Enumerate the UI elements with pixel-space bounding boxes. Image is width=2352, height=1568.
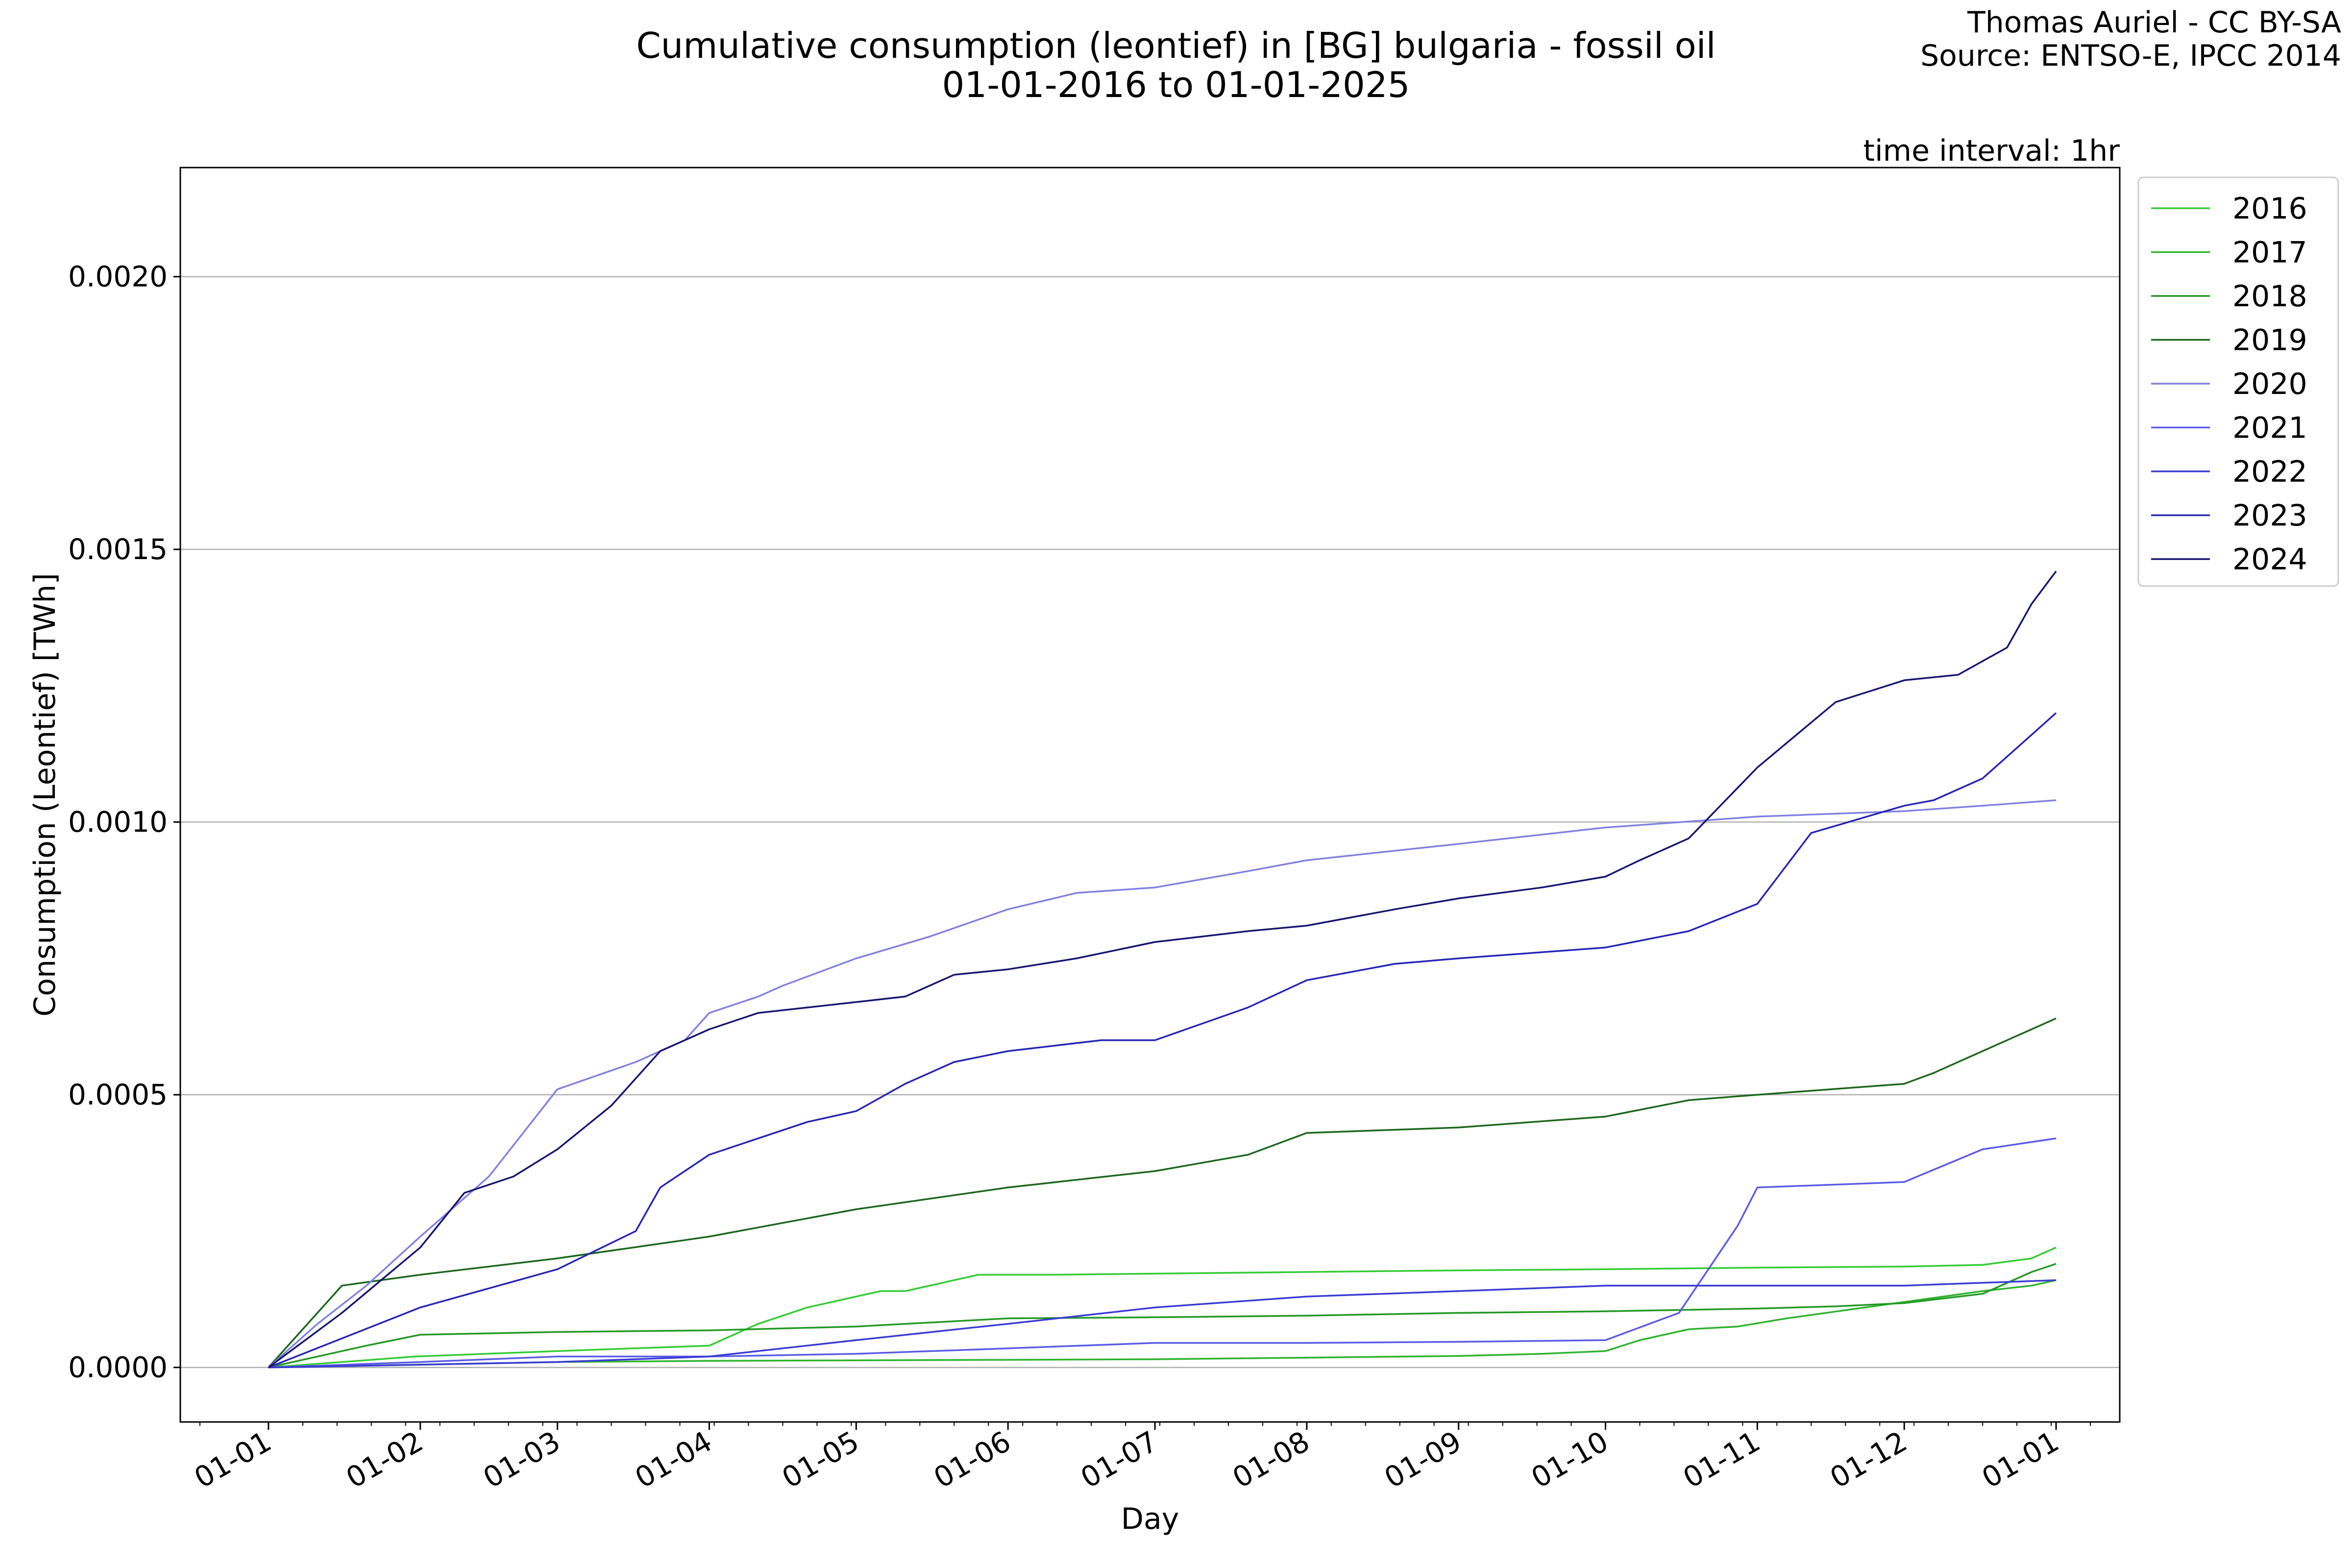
series-line-2016 bbox=[268, 1247, 2057, 1369]
gridlines bbox=[180, 276, 2120, 1368]
x-tick-label: 01-03 bbox=[478, 1424, 566, 1494]
legend-label-2017: 2017 bbox=[2232, 236, 2307, 270]
legend-label-2016: 2016 bbox=[2232, 192, 2307, 226]
y-tick-label: 0.0005 bbox=[68, 1078, 168, 1111]
series-line-2017 bbox=[268, 1279, 2057, 1369]
y-tick-label: 0.0020 bbox=[68, 260, 168, 294]
legend-label-2022: 2022 bbox=[2232, 455, 2307, 489]
x-tick-label: 01-07 bbox=[1075, 1424, 1163, 1494]
legend: 2016 2017 2018 2019 2020 2021 2022 2023 2024 bbox=[2137, 176, 2339, 587]
legend-label-2021: 2021 bbox=[2232, 411, 2307, 445]
y-tick-label: 0.0015 bbox=[68, 533, 168, 566]
series-line-2023 bbox=[268, 712, 2057, 1369]
series-line-2024 bbox=[268, 570, 2057, 1369]
y-axis-ticks: 0.0000 0.0005 0.0010 0.0015 0.0020 bbox=[68, 260, 180, 1384]
time-interval-note: time interval: 1hr bbox=[1863, 134, 2120, 168]
x-tick-label: 01-08 bbox=[1227, 1424, 1315, 1494]
x-tick-label: 01-12 bbox=[1824, 1424, 1912, 1494]
x-tick-label: 01-11 bbox=[1677, 1424, 1765, 1494]
y-tick-label: 0.0010 bbox=[68, 806, 168, 839]
legend-label-2023: 2023 bbox=[2232, 499, 2307, 533]
series-line-2021 bbox=[268, 1137, 2057, 1369]
chart-subtitle: 01-01-2016 to 01-01-2025 bbox=[942, 64, 1410, 105]
plot-frame bbox=[179, 167, 2121, 1423]
legend-label-2019: 2019 bbox=[2232, 323, 2307, 358]
x-axis-ticks: 01-01 01-02 01-03 01-04 01-05 01-06 01-07 01-08… bbox=[189, 1422, 2091, 1494]
chart-title: Cumulative consumption (leontief) in [BG… bbox=[636, 25, 1715, 66]
series-line-2019 bbox=[268, 1017, 2057, 1368]
x-tick-label: 01-02 bbox=[341, 1424, 429, 1494]
credit-author: Thomas Auriel - CC BY-SA bbox=[1967, 5, 2341, 40]
x-tick-label: 01-04 bbox=[629, 1424, 717, 1494]
legend-label-2024: 2024 bbox=[2232, 542, 2307, 577]
x-tick-label: 01-01 bbox=[1976, 1424, 2064, 1494]
x-tick-label: 01-06 bbox=[928, 1424, 1016, 1494]
legend-label-2018: 2018 bbox=[2232, 279, 2307, 314]
legend-label-2020: 2020 bbox=[2232, 367, 2307, 401]
y-tick-label: 0.0000 bbox=[68, 1351, 168, 1384]
legend-entries: 2016 2017 2018 2019 2020 2021 2022 2023 2024 bbox=[2151, 192, 2307, 577]
x-axis-label: Day bbox=[1121, 1502, 1179, 1536]
x-tick-label: 01-10 bbox=[1526, 1424, 1614, 1494]
credit-source: Source: ENTSO-E, IPCC 2014 bbox=[1920, 39, 2341, 73]
y-axis-label: Consumption (Leontief) [TWh] bbox=[28, 573, 62, 1016]
x-tick-label: 01-05 bbox=[776, 1424, 864, 1494]
legend-frame bbox=[2137, 176, 2339, 587]
x-tick-label: 01-01 bbox=[189, 1424, 277, 1494]
series-lines bbox=[268, 570, 2057, 1369]
series-line-2018 bbox=[268, 1263, 2057, 1369]
series-line-2020 bbox=[268, 799, 2057, 1369]
x-tick-label: 01-09 bbox=[1379, 1424, 1467, 1494]
series-line-2022 bbox=[268, 1279, 2057, 1369]
